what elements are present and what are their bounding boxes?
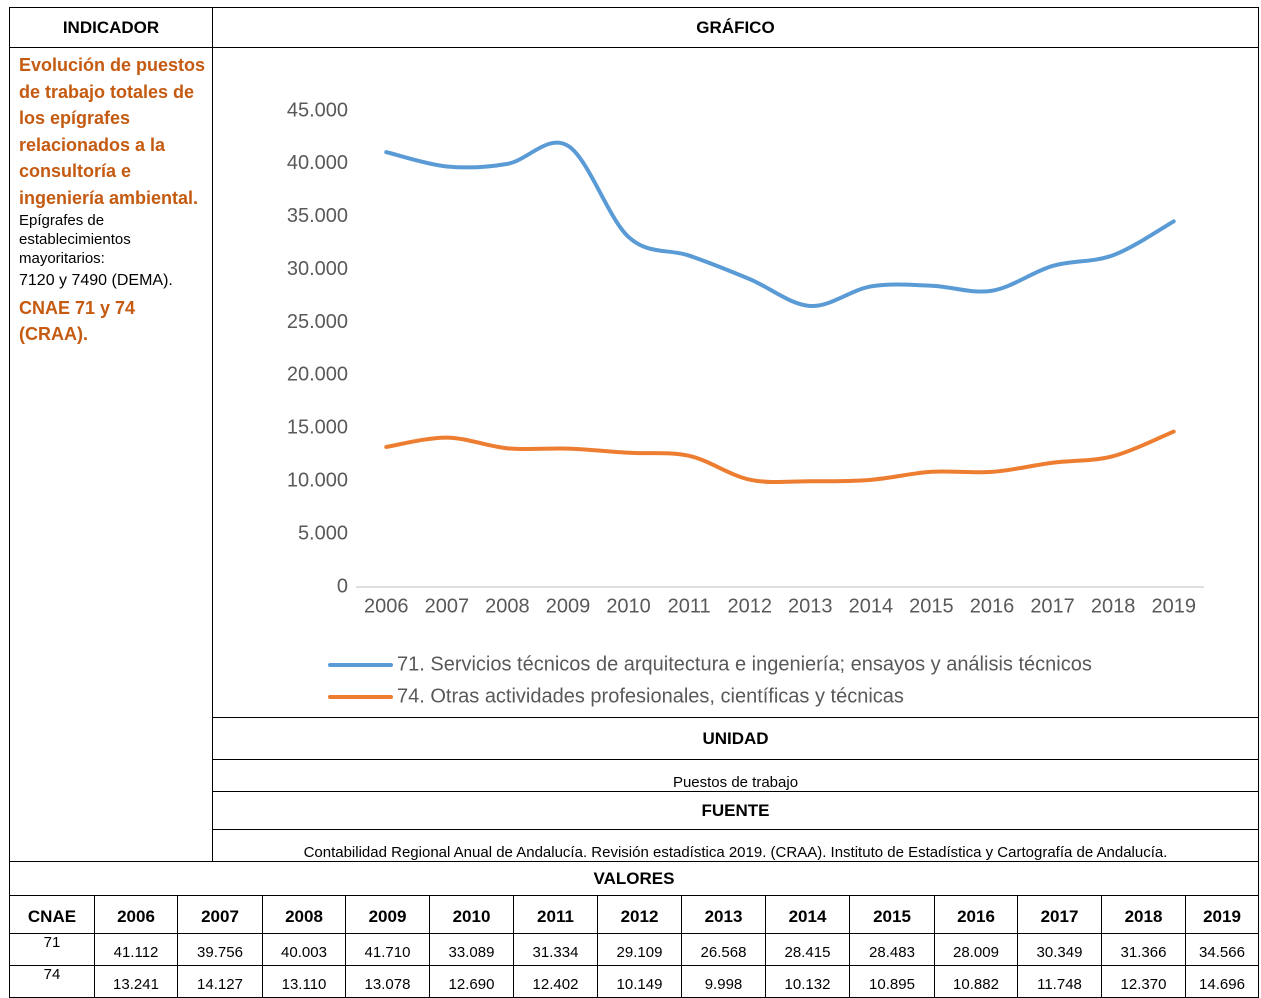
value-cell: 31.366 [1101, 933, 1186, 966]
x-tick-label: 2008 [485, 595, 530, 617]
x-tick-label: 2017 [1030, 595, 1075, 617]
header-cell: 2018 [1101, 895, 1186, 934]
value-cell: 10.149 [597, 965, 682, 998]
value-cell: 29.109 [597, 933, 682, 966]
x-tick-label: 2014 [849, 595, 894, 617]
y-tick-label: 5.000 [298, 522, 348, 544]
value-cell: 13.241 [94, 965, 178, 998]
value-cell: 34.566 [1185, 933, 1259, 966]
value-cell: 71 [9, 933, 95, 966]
header-cell: CNAE [9, 895, 95, 934]
unit-text: Puestos de trabajo [212, 759, 1259, 792]
value-cell: 11.748 [1017, 965, 1102, 998]
header-chart: GRÁFICO [212, 7, 1259, 48]
value-cell: 26.568 [681, 933, 766, 966]
y-tick-label: 10.000 [287, 470, 348, 492]
value-cell: 14.127 [177, 965, 263, 998]
x-tick-label: 2016 [970, 595, 1015, 617]
y-tick-label: 30.000 [287, 258, 348, 280]
legend-label: 74. Otras actividades profesionales, cie… [397, 685, 904, 707]
unit-heading: UNIDAD [212, 717, 1259, 760]
header-cell: 2007 [177, 895, 263, 934]
value-cell: 31.334 [513, 933, 598, 966]
value-cell: 12.690 [429, 965, 514, 998]
header-cell: 2016 [934, 895, 1018, 934]
value-cell: 10.895 [849, 965, 935, 998]
x-tick-label: 2018 [1091, 595, 1136, 617]
y-tick-label: 15.000 [287, 417, 348, 439]
y-tick-label: 45.000 [287, 99, 348, 121]
values-title: VALORES [9, 861, 1259, 896]
value-cell: 39.756 [177, 933, 263, 966]
value-cell: 28.483 [849, 933, 935, 966]
x-tick-label: 2006 [364, 595, 409, 617]
value-cell: 30.349 [1017, 933, 1102, 966]
value-cell: 40.003 [262, 933, 346, 966]
header-cell: 2008 [262, 895, 346, 934]
value-cell: 10.882 [934, 965, 1018, 998]
x-tick-label: 2019 [1151, 595, 1196, 617]
chart: 0 5.000 10.000 15.000 20.000 25.000 30.000 35.0… [287, 99, 1204, 707]
y-tick-label: 25.000 [287, 311, 348, 333]
value-cell: 28.415 [765, 933, 850, 966]
indicator: Evolución de puestos de trabajo totales … [19, 52, 209, 348]
header-cell: 2017 [1017, 895, 1102, 934]
value-cell: 13.110 [262, 965, 346, 998]
x-tick-label: 2013 [788, 595, 833, 617]
y-tick-label: 20.000 [287, 364, 348, 386]
header-cell: 2006 [94, 895, 178, 934]
legend-label: 71. Servicios técnicos de arquitectura e… [397, 653, 1092, 675]
header-cell: 2010 [429, 895, 514, 934]
indicator-title: Evolución de puestos de trabajo totales … [19, 55, 206, 208]
header-cell: 2014 [765, 895, 850, 934]
x-tick-label: 2010 [606, 595, 651, 617]
header-indicator: INDICADOR [9, 7, 213, 48]
header-cell: 2013 [681, 895, 766, 934]
header-cell: 2015 [849, 895, 935, 934]
value-cell: 12.370 [1101, 965, 1186, 998]
header-cell: 2011 [513, 895, 598, 934]
value-cell: 12.402 [513, 965, 598, 998]
indicator-note: Epígrafes de establecimientos mayoritari… [19, 212, 131, 267]
series-line [384, 140, 1176, 308]
value-cell: 13.078 [345, 965, 430, 998]
y-tick-label: 35.000 [287, 205, 348, 227]
x-tick-label: 2015 [909, 595, 954, 617]
value-cell: 41.710 [345, 933, 430, 966]
x-tick-label: 2009 [546, 595, 591, 617]
value-cell: 14.696 [1185, 965, 1259, 998]
value-cell: 33.089 [429, 933, 514, 966]
source-heading: FUENTE [212, 791, 1259, 830]
value-cell: 74 [9, 965, 95, 998]
x-tick-label: 2007 [425, 595, 470, 617]
value-cell: 9.998 [681, 965, 766, 998]
header-cell: 2012 [597, 895, 682, 934]
header-cell: 2019 [1185, 895, 1259, 934]
y-tick-label: 40.000 [287, 152, 348, 174]
x-tick-label: 2011 [668, 595, 711, 617]
source-text: Contabilidad Regional Anual de Andalucía… [212, 829, 1259, 862]
y-tick-label: 0 [337, 575, 348, 597]
value-cell: 41.112 [94, 933, 178, 966]
value-cell: 28.009 [934, 933, 1018, 966]
header-cell: 2009 [345, 895, 430, 934]
value-cell: 10.132 [765, 965, 850, 998]
indicator-cnae: CNAE 71 y 74 (CRAA). [19, 297, 136, 345]
x-tick-label: 2012 [727, 595, 772, 617]
indicator-codes: 7120 y 7490 (DEMA). [19, 272, 173, 289]
series-line [384, 429, 1176, 485]
